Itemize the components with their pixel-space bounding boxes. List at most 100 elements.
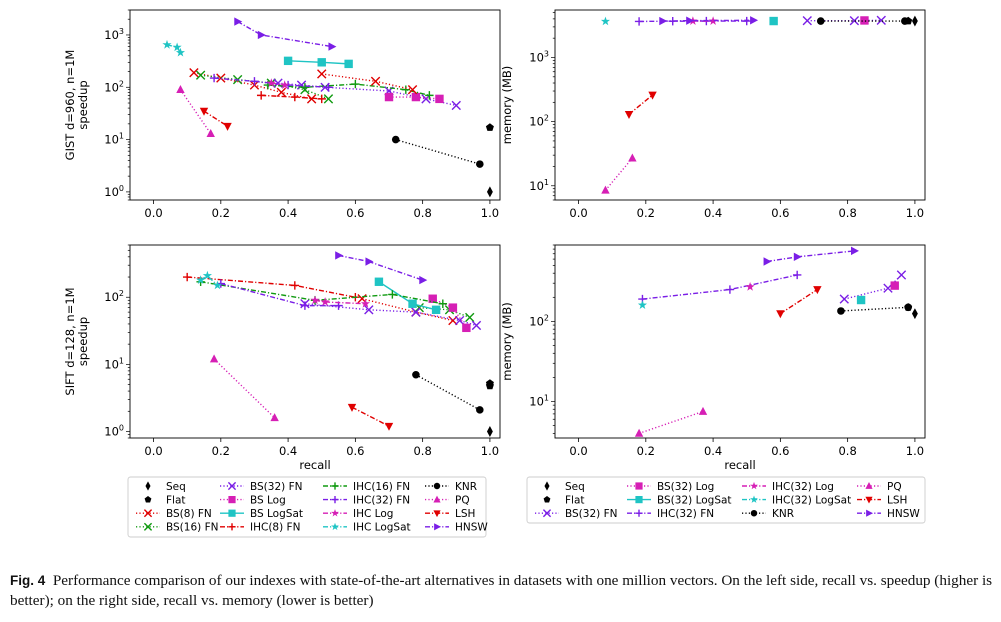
data-point [364, 305, 374, 315]
data-point [411, 307, 421, 317]
series-bs-logsat [374, 277, 441, 314]
data-point [486, 426, 493, 437]
legend-label: IHC(32) FN [353, 494, 410, 506]
series-line [840, 306, 909, 312]
y-axis-label: SIFT d=128, n=1M [63, 287, 77, 395]
series-seq [486, 186, 493, 198]
series-line [662, 19, 754, 22]
legend-item: IHC(32) LogSat [742, 494, 851, 506]
data-point [454, 315, 465, 326]
data-point [425, 91, 434, 100]
legend-label: Seq [565, 481, 585, 493]
data-point [471, 320, 482, 331]
series-lsh [776, 286, 822, 319]
data-point [462, 323, 471, 333]
data-point [750, 16, 759, 25]
data-point [175, 47, 185, 57]
series-bs-8-fn-b [317, 69, 418, 95]
data-point [686, 16, 695, 25]
x-tick-label: 0.2 [212, 206, 230, 220]
y-tick-label: 103 [529, 49, 549, 64]
series-seq [911, 308, 918, 320]
y-tick-label: 101 [104, 132, 124, 147]
legend-label: IHC(8) FN [250, 522, 300, 534]
legend-marker [145, 481, 151, 491]
data-point [351, 79, 360, 89]
legend-marker [542, 509, 552, 518]
axes-frame [129, 9, 501, 201]
data-point [438, 299, 448, 308]
data-point [792, 270, 802, 280]
legend-item: KNR [742, 508, 794, 520]
series-pq [176, 85, 215, 137]
data-point [659, 16, 668, 26]
series-ihc-logsat [162, 39, 185, 57]
data-point [306, 94, 317, 104]
legend-item: HNSW [857, 508, 920, 520]
data-point [360, 298, 370, 308]
series-line [419, 306, 470, 319]
data-point [485, 123, 494, 131]
legend-label: BS Log [250, 494, 286, 506]
data-point [234, 17, 243, 26]
series-knr [391, 135, 484, 168]
legend-frame [127, 476, 487, 538]
data-point [435, 94, 444, 104]
data-point [802, 15, 812, 26]
series-pq [634, 406, 708, 437]
data-point [708, 16, 718, 25]
x-tick-label: 0.6 [346, 444, 364, 458]
data-point [428, 294, 437, 303]
panel-bottom-right: 0.0 0.2 0.4 0.6 0.8 1.0 101 102 memory (MB) recal… [500, 244, 926, 472]
legend-label: BS(8) FN [166, 508, 212, 520]
series-bs-log [384, 92, 444, 104]
data-point [851, 246, 859, 256]
series-bs-32-fn [300, 299, 482, 331]
x-tick-label: 1.0 [906, 444, 924, 458]
figure-caption: Fig. 4 Performance comparison of our ind… [10, 571, 995, 611]
data-point [742, 16, 751, 26]
series-line [237, 20, 332, 48]
x-tick-label: 0.2 [637, 444, 655, 458]
legend-item: Seq [145, 481, 186, 493]
data-point [374, 277, 384, 286]
x-tick-label: 0.4 [704, 444, 722, 458]
legend-item: BS(32) FN [535, 508, 617, 520]
data-point [776, 310, 785, 319]
y-tick-label: 103 [104, 27, 124, 42]
series-line [395, 138, 481, 165]
series-ihc-32-fn [209, 73, 333, 92]
data-point [911, 15, 918, 27]
x-tick-label: 1.0 [481, 444, 499, 458]
series-ihc-32-fn [638, 270, 802, 304]
panel-bottom-left: 0.0 0.2 0.4 0.6 0.8 1.0 100 101 102 SIFT d=128, n… [63, 244, 501, 472]
data-point [813, 286, 822, 295]
series-bs-32-fn [839, 270, 907, 304]
data-point [370, 76, 381, 87]
series-ihc-32-log [745, 282, 755, 291]
data-point [904, 303, 912, 312]
series-line [642, 274, 798, 300]
legend-label: KNR [455, 481, 477, 493]
legend-item: IHC Log [323, 508, 393, 520]
legend-label: LSH [887, 494, 907, 506]
legend-label: Seq [166, 481, 186, 493]
legend-marker [543, 496, 551, 503]
series-line [604, 157, 633, 191]
series-line [179, 89, 212, 135]
x-tick-label: 1.0 [906, 206, 924, 220]
legend-item: BS(16) FN [136, 522, 218, 534]
y-tick-label: 100 [104, 184, 124, 199]
data-point [317, 94, 326, 104]
legend-item: IHC LogSat [323, 522, 411, 534]
legend-item: BS Log [220, 494, 286, 506]
legend-marker [331, 522, 339, 531]
series-line [200, 281, 443, 305]
y-axis-label: GIST d=960, n=1M [63, 50, 77, 161]
data-point [257, 30, 266, 40]
series-bs-32-logsat [769, 16, 778, 26]
x-axis-label: recall [299, 458, 330, 472]
legend-label: BS LogSat [250, 508, 303, 520]
y-tick-label: 102 [104, 289, 124, 304]
data-point [347, 403, 357, 412]
